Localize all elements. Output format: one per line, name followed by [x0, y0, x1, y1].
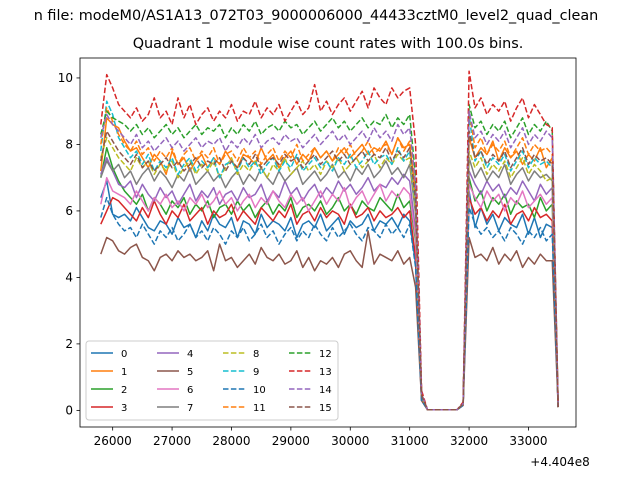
legend-label-8: 8 — [253, 349, 259, 360]
x-tick-label: 27000 — [153, 434, 191, 448]
legend-label-2: 2 — [121, 385, 127, 396]
legend-label-6: 6 — [187, 385, 193, 396]
series-line-10 — [100, 196, 559, 411]
x-axis: 26000 27000 28000 29000 30000 31000 32000 33000 — [94, 427, 548, 448]
series-line-8 — [100, 137, 559, 411]
y-tick-label: 4 — [65, 270, 73, 284]
x-tick-label: 30000 — [331, 434, 369, 448]
legend-label-12: 12 — [319, 349, 332, 360]
legend-label-9: 9 — [253, 367, 259, 378]
series-line-5 — [100, 230, 559, 411]
legend-label-14: 14 — [319, 385, 332, 396]
legend-label-5: 5 — [187, 367, 193, 378]
legend-label-11: 11 — [253, 403, 266, 414]
y-tick-label: 0 — [65, 403, 73, 417]
x-tick-label: 28000 — [212, 434, 250, 448]
series-line-3 — [100, 196, 559, 411]
legend-label-10: 10 — [253, 385, 266, 396]
y-tick-label: 2 — [65, 337, 73, 351]
x-tick-label: 26000 — [94, 434, 132, 448]
series-line-2 — [100, 147, 559, 411]
legend-label-15: 15 — [319, 403, 332, 414]
axes-frame — [79, 57, 577, 428]
x-offset-label: +4.404e8 — [530, 455, 589, 469]
x-tick-label: 32000 — [450, 434, 488, 448]
x-tick-label: 31000 — [391, 434, 429, 448]
series-line-14 — [100, 110, 559, 411]
y-tick-label: 10 — [58, 71, 73, 85]
legend-label-0: 0 — [121, 349, 127, 360]
axes-title: Quadrant 1 module wise count rates with … — [132, 36, 524, 52]
legend-label-3: 3 — [121, 403, 127, 414]
series-line-12 — [100, 103, 559, 411]
y-axis: 0 2 4 6 8 10 — [58, 71, 80, 417]
y-tick-label: 8 — [65, 137, 73, 151]
x-tick-label: 33000 — [509, 434, 547, 448]
legend-label-4: 4 — [187, 349, 193, 360]
figure-suptitle: n file: modeM0/AS1A13_072T03_9000006000_… — [33, 8, 599, 24]
y-tick-label: 6 — [65, 204, 73, 218]
plot-lines — [100, 70, 559, 411]
series-line-13 — [100, 70, 559, 411]
series-line-15 — [100, 130, 559, 411]
legend-label-13: 13 — [319, 367, 332, 378]
legend-label-1: 1 — [121, 367, 127, 378]
x-tick-label: 29000 — [272, 434, 310, 448]
legend-box — [85, 340, 339, 421]
series-line-6 — [100, 176, 559, 411]
legend-label-7: 7 — [187, 403, 193, 414]
